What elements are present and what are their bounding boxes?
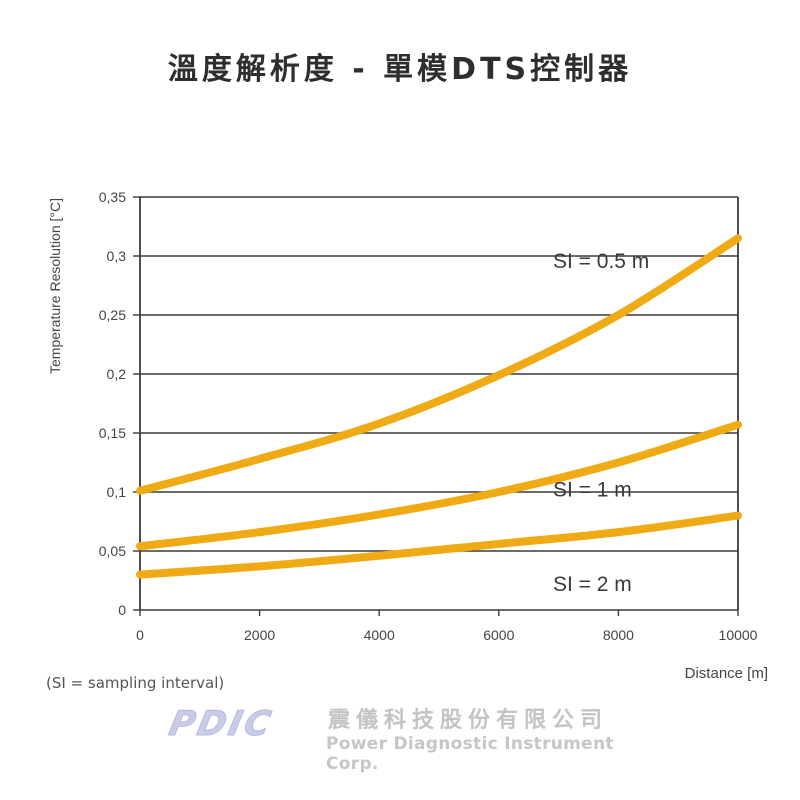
series-line-1 xyxy=(136,234,742,495)
annotation-layer: SI = 0.5 m SI = 1 m SI = 2 m xyxy=(553,250,649,596)
series-annotation-2: SI = 1 m xyxy=(553,479,632,502)
y-tick-label: 0,3 xyxy=(107,248,127,264)
series-annotation-3: SI = 2 m xyxy=(553,573,632,596)
x-tick-labels: 0 2000 4000 6000 8000 10000 xyxy=(136,627,758,643)
company-name-zh: 震儀科技股份有限公司 xyxy=(328,708,609,733)
page-title: 溫度解析度 - 單模DTS控制器 xyxy=(167,52,633,87)
y-tick-label: 0,15 xyxy=(99,425,126,441)
y-tick-label: 0,25 xyxy=(99,307,126,323)
y-tick-label: 0,2 xyxy=(107,366,127,382)
x-tick-label: 6000 xyxy=(483,627,514,643)
plot-frame xyxy=(139,197,739,610)
x-tick-label: 4000 xyxy=(364,627,395,643)
sampling-interval-note: (SI = sampling interval) xyxy=(46,674,225,692)
series-line-3 xyxy=(136,511,742,579)
y-axis-label: Temperature Resolution [°C] xyxy=(47,198,63,374)
y-tick-label: 0 xyxy=(118,602,126,618)
x-tick-label: 8000 xyxy=(603,627,634,643)
series-annotation-1: SI = 0.5 m xyxy=(553,250,649,273)
y-tick-label: 0,35 xyxy=(99,189,126,205)
y-tick-label: 0,1 xyxy=(107,484,127,500)
x-tick-label: 2000 xyxy=(244,627,275,643)
y-tick-label: 0,05 xyxy=(99,543,126,559)
company-logo-block: PDIC 震儀科技股份有限公司 Power Diagnostic Instrum… xyxy=(165,700,650,775)
x-tick-label: 10000 xyxy=(719,627,758,643)
x-axis-label: Distance [m] xyxy=(685,665,768,682)
series-line-2 xyxy=(136,420,742,551)
pdic-logo: PDIC xyxy=(165,704,278,745)
series-layer xyxy=(136,234,742,579)
company-name-en: Power Diagnostic Instrument Corp. xyxy=(326,734,614,774)
x-tick-label: 0 xyxy=(136,627,144,643)
y-tick-labels: 0 0,05 0,1 0,15 0,2 0,25 0,3 0,35 xyxy=(99,189,126,618)
